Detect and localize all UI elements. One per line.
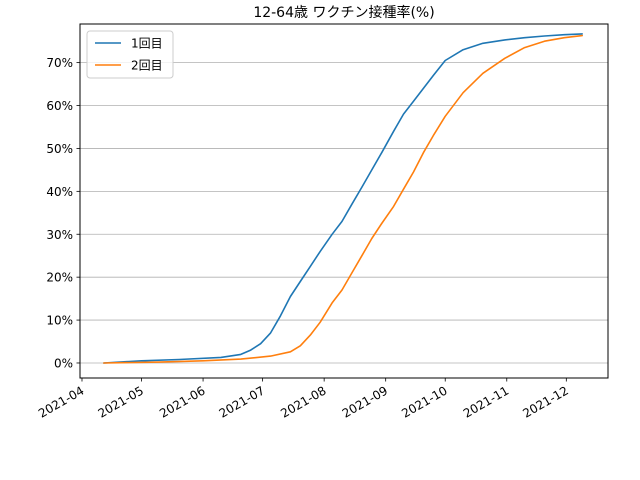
series-line-1: [103, 33, 584, 364]
y-tick-label: 10%: [46, 314, 73, 328]
legend-label-1: 1回目: [131, 37, 163, 51]
plot-frame: [79, 23, 609, 379]
series-line-2: [103, 34, 584, 364]
y-tick-label: 70%: [46, 56, 73, 70]
y-tick-label: 50%: [46, 142, 73, 156]
chart-title: 12-64歳 ワクチン接種率(%): [253, 4, 434, 21]
y-tick-label: 0%: [54, 356, 73, 370]
y-tick-label: 30%: [46, 228, 73, 242]
legend: 1回目 2回目: [86, 30, 174, 79]
series-lines: [103, 33, 584, 364]
y-tick-label: 60%: [46, 99, 73, 113]
y-tick-label: 20%: [46, 271, 73, 285]
y-tick-label: 40%: [46, 185, 73, 199]
legend-label-2: 2回目: [131, 59, 163, 73]
